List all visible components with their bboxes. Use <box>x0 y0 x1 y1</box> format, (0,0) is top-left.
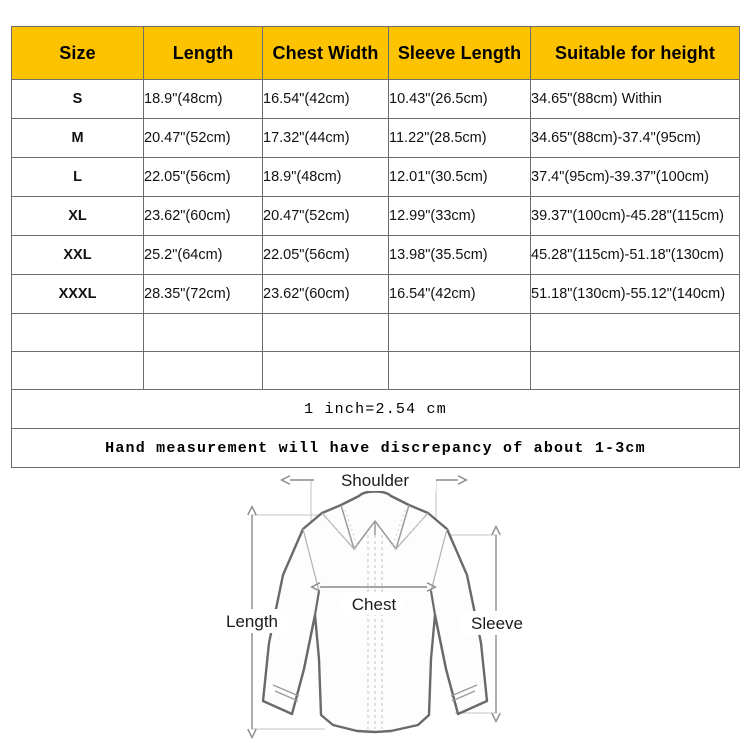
cell-empty <box>262 313 389 352</box>
table-row: L 22.05"(56cm) 18.9"(48cm) 12.01"(30.5cm… <box>11 157 740 197</box>
cell-empty <box>143 313 263 352</box>
cell-empty <box>262 351 389 390</box>
table-header-row: Size Length Chest Width Sleeve Length Su… <box>11 26 740 80</box>
note-measurement-discrepancy: Hand measurement will have discrepancy o… <box>11 428 740 468</box>
shirt-measurement-diagram: Shoulder Length Sleeve Chest <box>215 463 535 750</box>
size-chart-table: Size Length Chest Width Sleeve Length Su… <box>11 26 740 468</box>
cell-sleeve: 12.01"(30.5cm) <box>388 157 531 197</box>
cell-length: 22.05"(56cm) <box>143 157 263 197</box>
cell-chest: 17.32"(44cm) <box>262 118 389 158</box>
cell-length: 25.2"(64cm) <box>143 235 263 275</box>
cell-sleeve: 16.54"(42cm) <box>388 274 531 314</box>
cell-length: 18.9"(48cm) <box>143 79 263 119</box>
column-header-chest-width: Chest Width <box>262 26 389 80</box>
table-row: XL 23.62"(60cm) 20.47"(52cm) 12.99"(33cm… <box>11 196 740 236</box>
cell-height: 34.65"(88cm) Within <box>530 79 740 119</box>
dimension-arrow-chest: Chest <box>320 587 427 615</box>
cell-height: 34.65"(88cm)-37.4"(95cm) <box>530 118 740 158</box>
cell-length: 20.47"(52cm) <box>143 118 263 158</box>
cell-size: XXL <box>11 235 144 275</box>
cell-size: XL <box>11 196 144 236</box>
shirt-collar-stitching <box>326 509 424 552</box>
cell-empty <box>530 351 740 390</box>
cell-length: 23.62"(60cm) <box>143 196 263 236</box>
dimension-label-chest: Chest <box>352 595 397 614</box>
cell-chest: 18.9"(48cm) <box>262 157 389 197</box>
table-row-note: Hand measurement will have discrepancy o… <box>11 428 740 468</box>
note-inch-conversion: 1 inch=2.54 cm <box>11 389 740 429</box>
column-header-suitable-height: Suitable for height <box>530 26 740 80</box>
cell-empty <box>143 351 263 390</box>
dimension-arrow-sleeve: Sleeve <box>461 535 533 713</box>
cell-chest: 23.62"(60cm) <box>262 274 389 314</box>
cell-empty <box>11 313 144 352</box>
cell-size: S <box>11 79 144 119</box>
shirt-sleeve-seams <box>290 589 460 716</box>
table-row-empty <box>11 351 740 390</box>
cell-size: M <box>11 118 144 158</box>
cell-height: 51.18"(130cm)-55.12"(140cm) <box>530 274 740 314</box>
cell-chest: 22.05"(56cm) <box>262 235 389 275</box>
cell-height: 45.28"(115cm)-51.18"(130cm) <box>530 235 740 275</box>
table-row: XXL 25.2"(64cm) 22.05"(56cm) 13.98"(35.5… <box>11 235 740 275</box>
cell-sleeve: 10.43"(26.5cm) <box>388 79 531 119</box>
cell-size: XXXL <box>11 274 144 314</box>
cell-sleeve: 11.22"(28.5cm) <box>388 118 531 158</box>
table-row: M 20.47"(52cm) 17.32"(44cm) 11.22"(28.5c… <box>11 118 740 158</box>
table-row-empty <box>11 313 740 352</box>
dimension-label-sleeve: Sleeve <box>471 614 523 633</box>
size-chart-table-container: Size Length Chest Width Sleeve Length Su… <box>11 26 740 468</box>
cell-sleeve: 13.98"(35.5cm) <box>388 235 531 275</box>
table-row-note: 1 inch=2.54 cm <box>11 389 740 429</box>
cell-length: 28.35"(72cm) <box>143 274 263 314</box>
cell-empty <box>530 313 740 352</box>
table-row: S 18.9"(48cm) 16.54"(42cm) 10.43"(26.5cm… <box>11 79 740 119</box>
cell-empty <box>388 313 531 352</box>
cell-sleeve: 12.99"(33cm) <box>388 196 531 236</box>
dimension-arrow-length: Length <box>217 515 287 729</box>
cell-empty <box>11 351 144 390</box>
column-header-size: Size <box>11 26 144 80</box>
dimension-label-length: Length <box>226 612 278 631</box>
cell-height: 39.37"(100cm)-45.28"(115cm) <box>530 196 740 236</box>
cell-size: L <box>11 157 144 197</box>
dimension-label-shoulder: Shoulder <box>341 471 409 490</box>
column-header-sleeve-length: Sleeve Length <box>388 26 531 80</box>
shirt-collar <box>340 504 410 550</box>
cell-chest: 20.47"(52cm) <box>262 196 389 236</box>
cell-height: 37.4"(95cm)-39.37"(100cm) <box>530 157 740 197</box>
table-row: XXXL 28.35"(72cm) 23.62"(60cm) 16.54"(42… <box>11 274 740 314</box>
column-header-length: Length <box>143 26 263 80</box>
shirt-cuffs <box>272 684 478 702</box>
cell-chest: 16.54"(42cm) <box>262 79 389 119</box>
cell-empty <box>388 351 531 390</box>
dimension-arrow-shoulder: Shoulder <box>290 469 458 491</box>
shirt-placket <box>367 535 383 729</box>
